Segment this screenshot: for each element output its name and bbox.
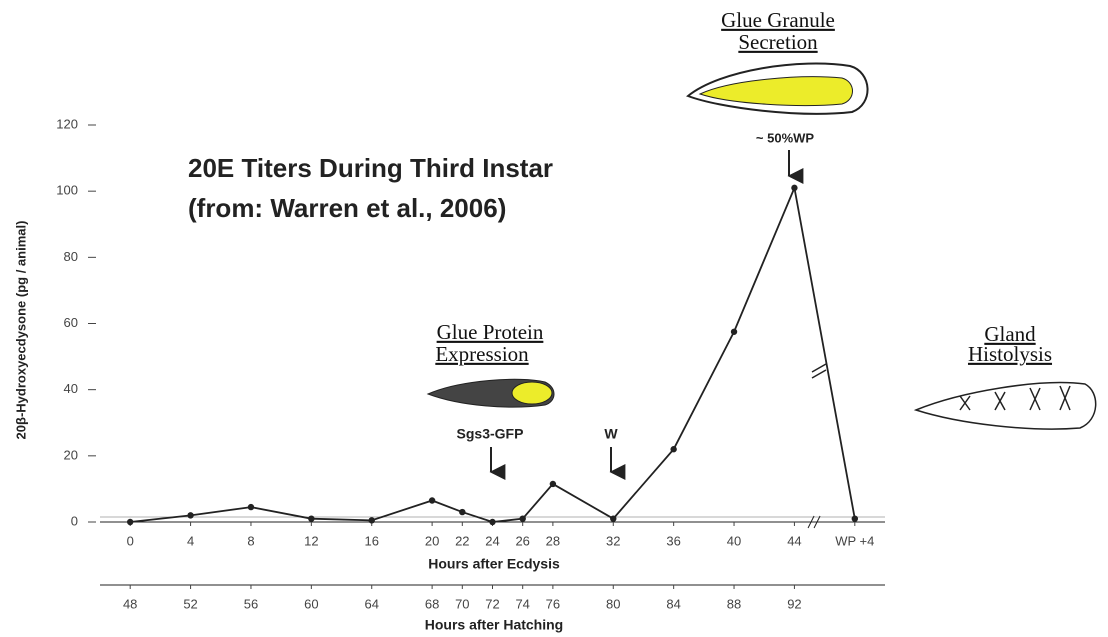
data-point <box>550 481 556 487</box>
y-axis-label: 20β-Hydroxyecdysone (pg / animal) <box>13 221 28 440</box>
x2-tick-label: 80 <box>606 596 620 611</box>
x2-tick-label: 76 <box>546 596 560 611</box>
chart-subtitle: (from: Warren et al., 2006) <box>188 193 506 223</box>
line-break <box>812 364 826 378</box>
x2-tick-label: 74 <box>515 596 529 611</box>
x-tick-label: 8 <box>247 533 254 548</box>
x-tick-label: 24 <box>485 533 499 548</box>
x-tick-label: 44 <box>787 533 801 548</box>
data-point <box>519 515 525 521</box>
x-tick-label: 12 <box>304 533 318 548</box>
x2-axis-label: Hours after Hatching <box>425 617 563 633</box>
data-point <box>852 515 858 521</box>
data-point <box>670 446 676 452</box>
data-point <box>459 509 465 515</box>
y-tick-label: 100 <box>56 183 78 198</box>
granule-gland <box>688 64 868 114</box>
histolysis-gland <box>916 383 1096 429</box>
annotation: Secretion <box>738 30 818 54</box>
chart-title: 20E Titers During Third Instar <box>188 153 553 183</box>
data-point <box>731 329 737 335</box>
x2-tick-label: 64 <box>364 596 378 611</box>
annotation: ~ 50%WP <box>756 130 814 145</box>
x-tick-label: 4 <box>187 533 194 548</box>
y-tick-label: 120 <box>56 116 78 131</box>
annotation: W <box>604 426 618 442</box>
y-tick-label: 80 <box>64 249 78 264</box>
protein-gland <box>428 379 554 407</box>
annotation: Expression <box>435 342 529 366</box>
x-tick-label: 32 <box>606 533 620 548</box>
x2-tick-label: 48 <box>123 596 137 611</box>
x-tick-label: 20 <box>425 533 439 548</box>
annotation: Glue Granule <box>721 8 835 32</box>
x2-tick-label: 92 <box>787 596 801 611</box>
data-point <box>187 512 193 518</box>
x2-tick-label: 84 <box>666 596 680 611</box>
chart: 20E Titers During Third Instar (from: Wa… <box>0 0 1108 637</box>
x2-tick-label: 68 <box>425 596 439 611</box>
y-tick-label: 0 <box>71 513 78 528</box>
x-tick-label: 22 <box>455 533 469 548</box>
x-tick-label: 40 <box>727 533 741 548</box>
data-point <box>127 519 133 525</box>
x2-tick-label: 72 <box>485 596 499 611</box>
annotation: Sgs3-GFP <box>457 426 524 442</box>
x-tick-label: 0 <box>127 533 134 548</box>
data-point <box>489 519 495 525</box>
y-tick-label: 20 <box>64 447 78 462</box>
x2-tick-label: 70 <box>455 596 469 611</box>
data-point <box>791 185 797 191</box>
data-point <box>610 515 616 521</box>
data-point <box>429 497 435 503</box>
data-point <box>369 517 375 523</box>
x2-tick-label: 56 <box>244 596 258 611</box>
y-tick-label: 40 <box>64 381 78 396</box>
annotation: Histolysis <box>968 342 1052 366</box>
annotation: Glue Protein <box>437 320 544 344</box>
x-tick-label: 36 <box>666 533 680 548</box>
x2-tick-label: 60 <box>304 596 318 611</box>
data-point <box>308 515 314 521</box>
x-tick-label: 26 <box>515 533 529 548</box>
x-tick-label: 28 <box>546 533 560 548</box>
x2-tick-label: 88 <box>727 596 741 611</box>
x-tick-label: WP +4 <box>835 533 874 548</box>
x-tick-label: 16 <box>364 533 378 548</box>
x2-tick-label: 52 <box>183 596 197 611</box>
x-axis-label: Hours after Ecdysis <box>428 556 560 572</box>
y-tick-label: 60 <box>64 315 78 330</box>
data-point <box>248 504 254 510</box>
